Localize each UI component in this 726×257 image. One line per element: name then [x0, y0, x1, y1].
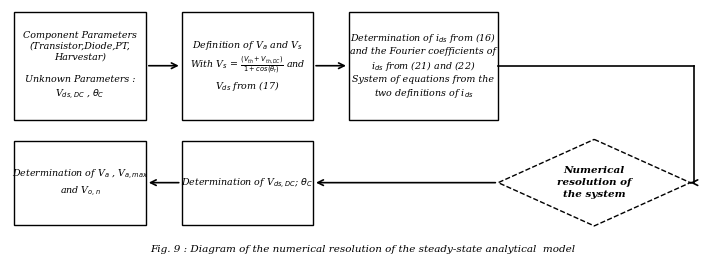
- Text: Determination of V$_a$ , V$_{a,max}$
and V$_{o,n}$: Determination of V$_a$ , V$_{a,max}$ and…: [12, 168, 148, 198]
- Text: Determination of i$_{ds}$ from (16)
and the Fourier coefficients of
i$_{ds}$ fro: Determination of i$_{ds}$ from (16) and …: [351, 31, 497, 100]
- Text: Fig. 9 : Diagram of the numerical resolution of the steady-state analytical  mod: Fig. 9 : Diagram of the numerical resolu…: [150, 245, 576, 254]
- Text: Definition of V$_a$ and V$_s$
With V$_s$ = $\frac{(V_{th}+V_{th,DC})}{1+cos(\the: Definition of V$_a$ and V$_s$ With V$_s$…: [189, 39, 305, 93]
- FancyBboxPatch shape: [348, 12, 498, 120]
- Text: Numerical
resolution of
the system: Numerical resolution of the system: [557, 166, 632, 199]
- Polygon shape: [498, 139, 690, 226]
- Text: Determination of V$_{ds,DC}$; $\theta_C$: Determination of V$_{ds,DC}$; $\theta_C$: [182, 176, 314, 190]
- Text: Component Parameters
(Transistor,Diode,PT,
Harvestar)

Unknown Parameters :
V$_{: Component Parameters (Transistor,Diode,P…: [23, 31, 137, 101]
- FancyBboxPatch shape: [182, 12, 313, 120]
- FancyBboxPatch shape: [15, 141, 146, 225]
- FancyBboxPatch shape: [15, 12, 146, 120]
- FancyBboxPatch shape: [182, 141, 313, 225]
